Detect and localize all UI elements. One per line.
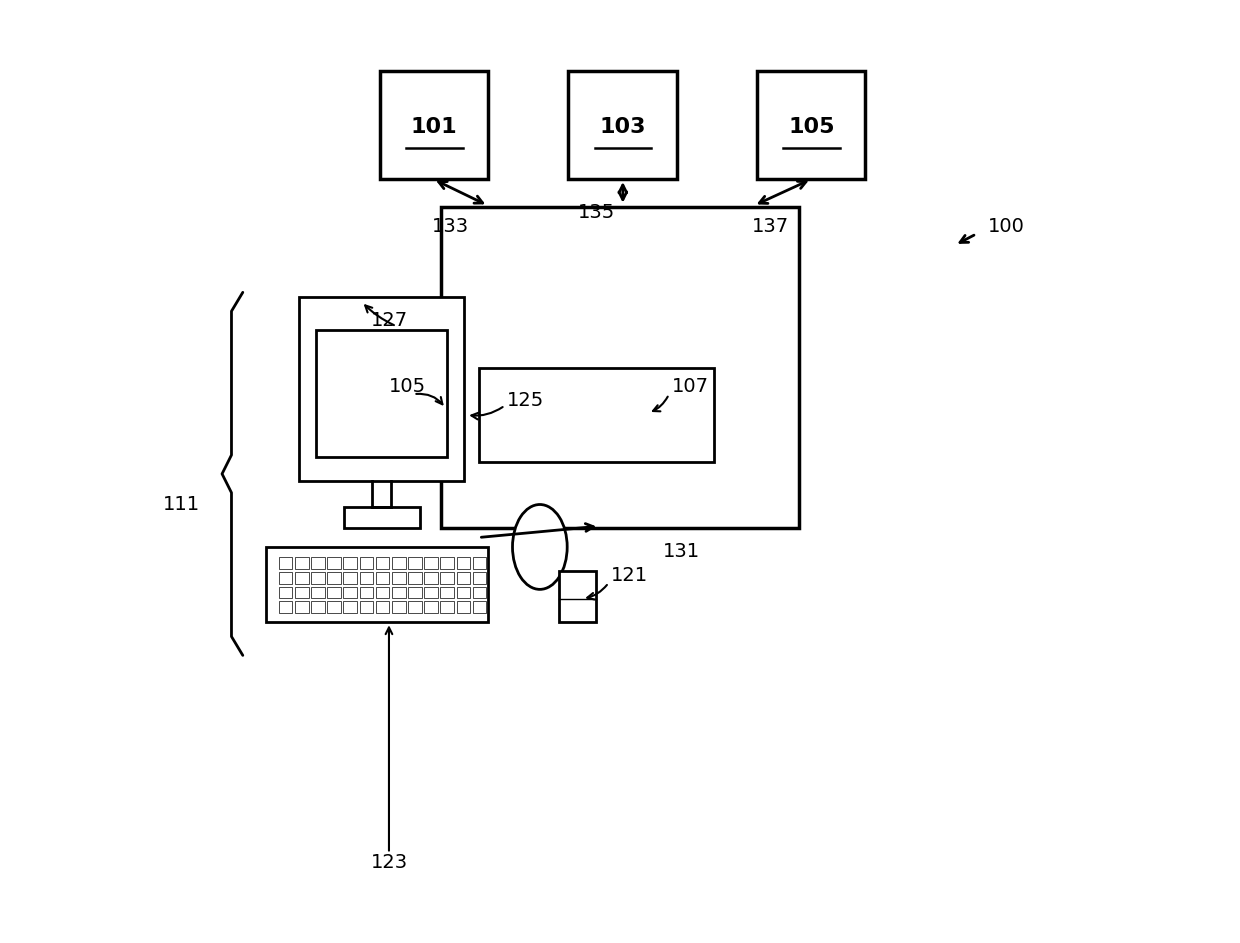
Bar	[568, 71, 677, 179]
Bar	[392, 572, 405, 584]
Bar	[424, 602, 438, 613]
Bar	[343, 587, 357, 598]
Bar	[343, 572, 357, 584]
Bar	[479, 368, 714, 462]
Bar	[376, 587, 389, 598]
Bar	[279, 587, 293, 598]
Bar	[392, 602, 405, 613]
Bar	[456, 572, 470, 584]
Bar	[472, 602, 486, 613]
Bar	[279, 557, 293, 569]
Bar	[295, 602, 309, 613]
Bar	[472, 587, 486, 598]
Text: 133: 133	[432, 217, 469, 236]
Bar	[267, 547, 489, 622]
Text: 105: 105	[389, 377, 427, 396]
Bar	[392, 557, 405, 569]
Bar	[327, 602, 341, 613]
Text: 131: 131	[662, 542, 699, 561]
Bar	[360, 587, 373, 598]
Bar	[345, 507, 419, 528]
Ellipse shape	[512, 505, 567, 589]
Bar	[295, 572, 309, 584]
Bar	[343, 602, 357, 613]
Bar	[327, 572, 341, 584]
Bar	[279, 602, 293, 613]
Bar	[360, 557, 373, 569]
Bar	[327, 557, 341, 569]
Bar	[316, 330, 448, 457]
Bar	[327, 587, 341, 598]
Text: 127: 127	[371, 311, 408, 330]
Bar	[559, 571, 596, 622]
Bar	[424, 557, 438, 569]
Bar	[424, 572, 438, 584]
Bar	[360, 602, 373, 613]
Text: 105: 105	[789, 117, 835, 138]
Bar	[279, 572, 293, 584]
Text: 137: 137	[751, 217, 789, 236]
Bar	[392, 587, 405, 598]
Bar	[440, 587, 454, 598]
Bar	[408, 602, 422, 613]
Text: 123: 123	[371, 853, 408, 872]
Bar	[424, 587, 438, 598]
Text: 135: 135	[578, 203, 615, 222]
Bar	[311, 602, 325, 613]
Bar	[441, 207, 799, 528]
Bar	[408, 557, 422, 569]
Text: 111: 111	[164, 495, 201, 514]
Bar	[376, 602, 389, 613]
Bar	[295, 587, 309, 598]
Bar	[376, 557, 389, 569]
Bar	[343, 557, 357, 569]
Bar	[756, 71, 866, 179]
Bar	[456, 602, 470, 613]
Bar	[472, 572, 486, 584]
Bar	[472, 557, 486, 569]
Bar	[299, 297, 465, 481]
Bar	[440, 557, 454, 569]
Text: 101: 101	[410, 117, 458, 138]
Bar	[456, 587, 470, 598]
Bar	[379, 71, 489, 179]
Bar	[408, 572, 422, 584]
Bar	[456, 557, 470, 569]
Bar	[408, 587, 422, 598]
Text: 107: 107	[672, 377, 709, 396]
Bar	[376, 572, 389, 584]
Bar	[295, 557, 309, 569]
Text: 125: 125	[507, 391, 544, 410]
Text: 103: 103	[600, 117, 646, 138]
Bar	[440, 572, 454, 584]
Bar	[311, 587, 325, 598]
Bar	[311, 557, 325, 569]
Text: 100: 100	[988, 217, 1024, 236]
Text: 121: 121	[610, 566, 647, 585]
Bar	[440, 602, 454, 613]
Bar	[311, 572, 325, 584]
Bar	[360, 572, 373, 584]
